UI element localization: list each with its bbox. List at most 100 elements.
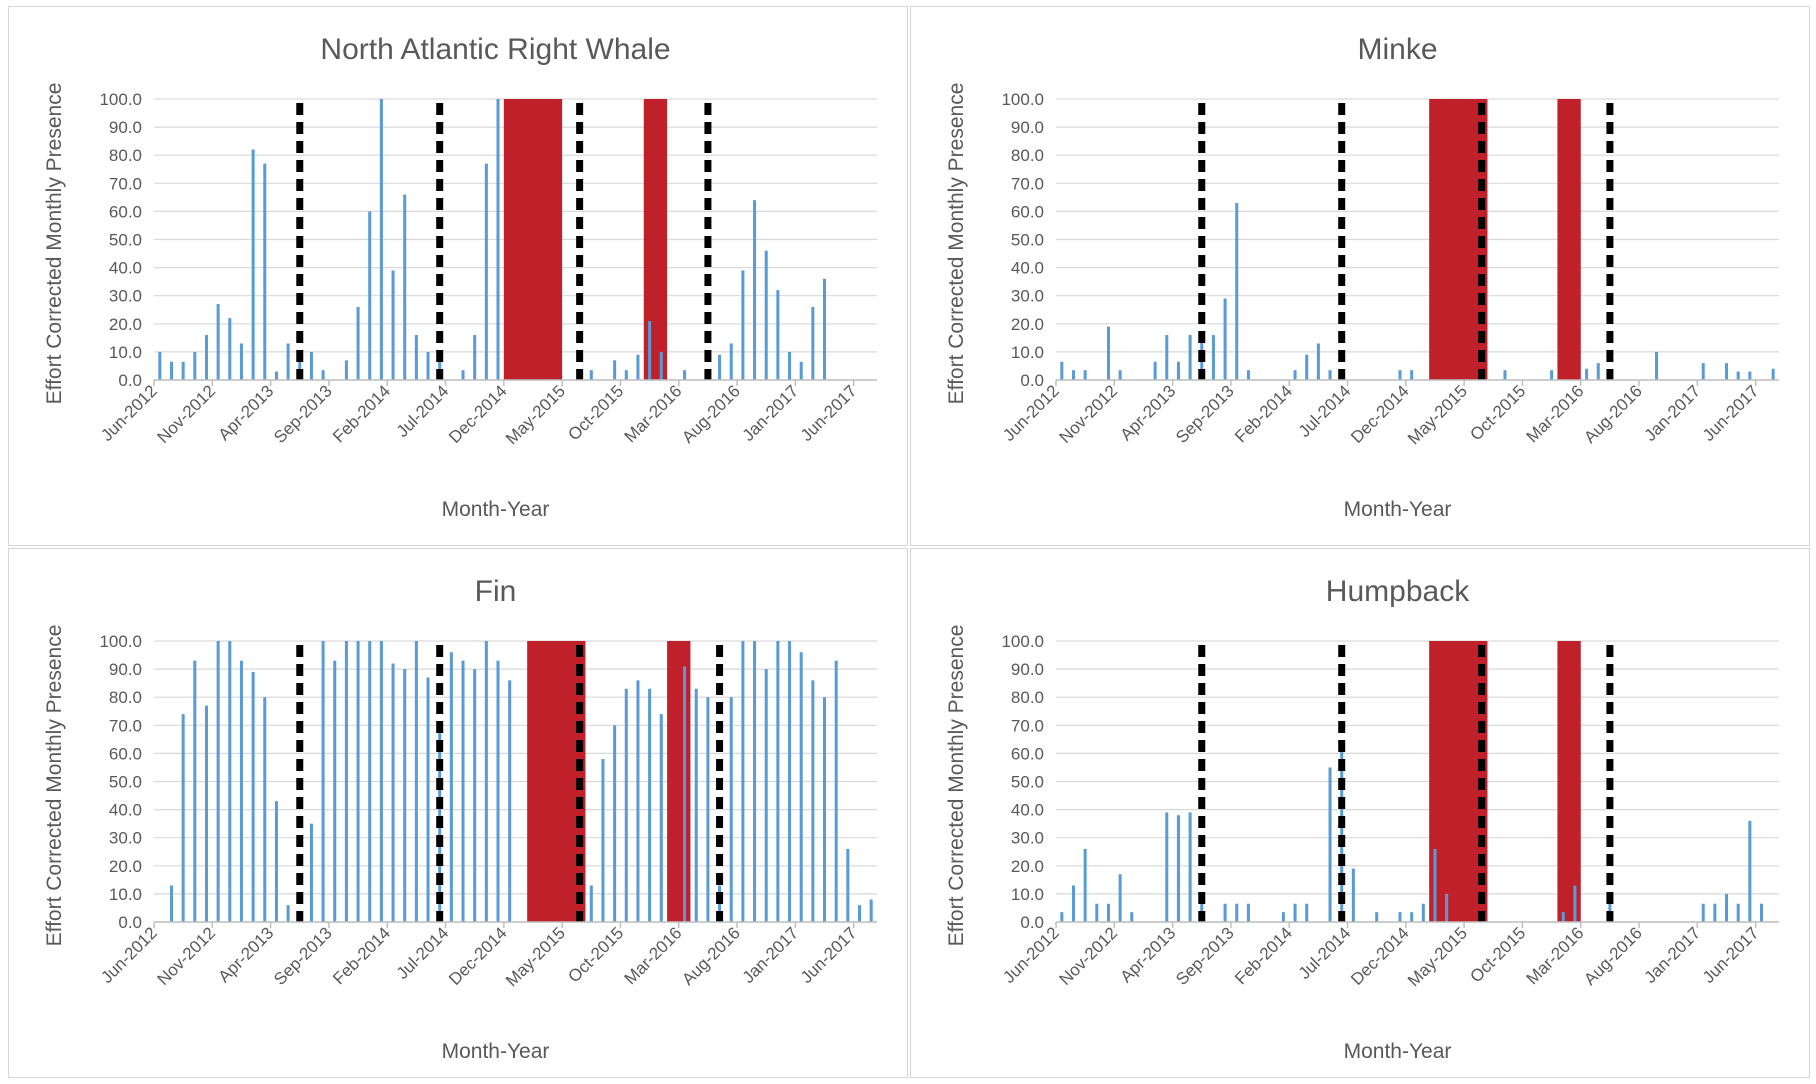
- bar: [1725, 893, 1729, 922]
- bar: [788, 351, 792, 380]
- bar: [461, 660, 465, 922]
- bar: [403, 194, 407, 380]
- y-tick-label: 100.0: [99, 632, 142, 651]
- y-tick-label: 60.0: [1011, 744, 1044, 763]
- chart-panel-minke: Minke 0.0 10.0 20.0 30.0 40.0 50.0 60.0 70.0 80.0…: [910, 6, 1810, 546]
- bar: [1165, 812, 1169, 922]
- x-tick-label: Jan-2017: [1641, 381, 1705, 445]
- bar: [811, 306, 815, 380]
- bar: [1176, 361, 1180, 380]
- y-axis-title: Effort Corrected Monthly Presence: [945, 83, 968, 405]
- bar: [1713, 903, 1717, 922]
- x-tick-label: Aug-2016: [1580, 923, 1646, 989]
- bar: [1573, 885, 1577, 922]
- bar: [461, 370, 465, 380]
- y-axis-title: Effort Corrected Monthly Presence: [43, 625, 66, 947]
- y-tick-label: 50.0: [109, 231, 142, 250]
- bar: [496, 660, 500, 922]
- x-tick-label: May-2015: [502, 381, 569, 448]
- bar: [321, 641, 325, 922]
- y-tick-label: 70.0: [1011, 716, 1044, 735]
- bar: [496, 99, 500, 380]
- bar: [1550, 370, 1554, 380]
- x-tick-label: Sep-2013: [1172, 923, 1238, 989]
- bar: [228, 318, 232, 380]
- bar: [1083, 370, 1087, 380]
- gap-band: [1557, 641, 1581, 922]
- bar: [753, 641, 757, 922]
- bar: [1701, 903, 1705, 922]
- x-tick-label: Jul-2014: [393, 381, 453, 441]
- bar: [799, 361, 803, 380]
- x-tick-label: Jun-2017: [1699, 381, 1763, 445]
- bar: [286, 905, 290, 922]
- y-tick-label: 0.0: [1020, 913, 1044, 932]
- bar: [659, 714, 663, 922]
- x-tick-label: Jun-2017: [797, 923, 861, 987]
- x-tick-label: Oct-2015: [1466, 381, 1529, 444]
- bar: [764, 669, 768, 922]
- y-tick-label: 100.0: [1001, 90, 1044, 109]
- y-tick-label: 10.0: [1011, 343, 1044, 362]
- bar: [1176, 815, 1180, 922]
- y-tick-label: 70.0: [1011, 174, 1044, 193]
- x-tick-label: Aug-2016: [1580, 381, 1646, 447]
- bar: [379, 641, 383, 922]
- bar: [776, 641, 780, 922]
- bar: [309, 823, 313, 922]
- y-tick-label: 20.0: [1011, 857, 1044, 876]
- y-axis-title: Effort Corrected Monthly Presence: [945, 625, 968, 947]
- bar: [484, 641, 488, 922]
- bar: [1246, 903, 1250, 922]
- bar: [648, 688, 652, 922]
- bar: [1293, 903, 1297, 922]
- bar: [1223, 298, 1227, 380]
- chart-panel-humpback: Humpback 0.0 10.0 20.0 30.0 40.0 50.0 60.0 70.0 8…: [910, 548, 1810, 1078]
- bar: [426, 677, 430, 922]
- x-tick-label: Mar-2016: [1523, 923, 1588, 988]
- bar: [788, 641, 792, 922]
- chart-title: Fin: [475, 575, 517, 608]
- bar: [356, 306, 360, 380]
- gap-band: [527, 641, 586, 922]
- bar: [1375, 912, 1379, 922]
- bar: [251, 149, 255, 380]
- gap-band: [1557, 99, 1581, 380]
- bar: [1655, 351, 1659, 380]
- y-tick-label: 80.0: [109, 146, 142, 165]
- bar: [1503, 370, 1507, 380]
- bar: [473, 669, 477, 922]
- bar: [1153, 361, 1157, 380]
- y-tick-label: 70.0: [109, 716, 142, 735]
- bar: [181, 361, 185, 380]
- bar: [263, 697, 267, 922]
- x-tick-label: Mar-2016: [1523, 381, 1588, 446]
- y-tick-label: 20.0: [1011, 315, 1044, 334]
- x-tick-label: Jun-2012: [999, 923, 1063, 987]
- x-tick-label: Nov-2012: [1056, 923, 1122, 989]
- bar: [379, 99, 383, 380]
- x-tick-label: May-2015: [1404, 381, 1471, 448]
- bar: [1083, 848, 1087, 922]
- bar: [776, 290, 780, 380]
- y-tick-label: 90.0: [109, 118, 142, 137]
- y-tick-label: 90.0: [109, 660, 142, 679]
- bar: [1223, 903, 1227, 922]
- y-tick-label: 90.0: [1011, 660, 1044, 679]
- bar: [1281, 912, 1285, 922]
- bar: [799, 652, 803, 922]
- bar: [1759, 903, 1764, 922]
- y-tick-label: 20.0: [109, 857, 142, 876]
- bar: [1165, 335, 1169, 380]
- x-tick-label: Jan-2017: [1641, 923, 1705, 987]
- bar: [1328, 767, 1332, 922]
- x-axis-title: Month-Year: [1344, 1040, 1452, 1063]
- bar: [613, 360, 617, 380]
- gap-band: [667, 641, 691, 922]
- bar: [846, 848, 850, 922]
- bar: [1235, 903, 1239, 922]
- bar: [624, 370, 628, 380]
- bar: [823, 697, 827, 922]
- bar: [391, 270, 395, 380]
